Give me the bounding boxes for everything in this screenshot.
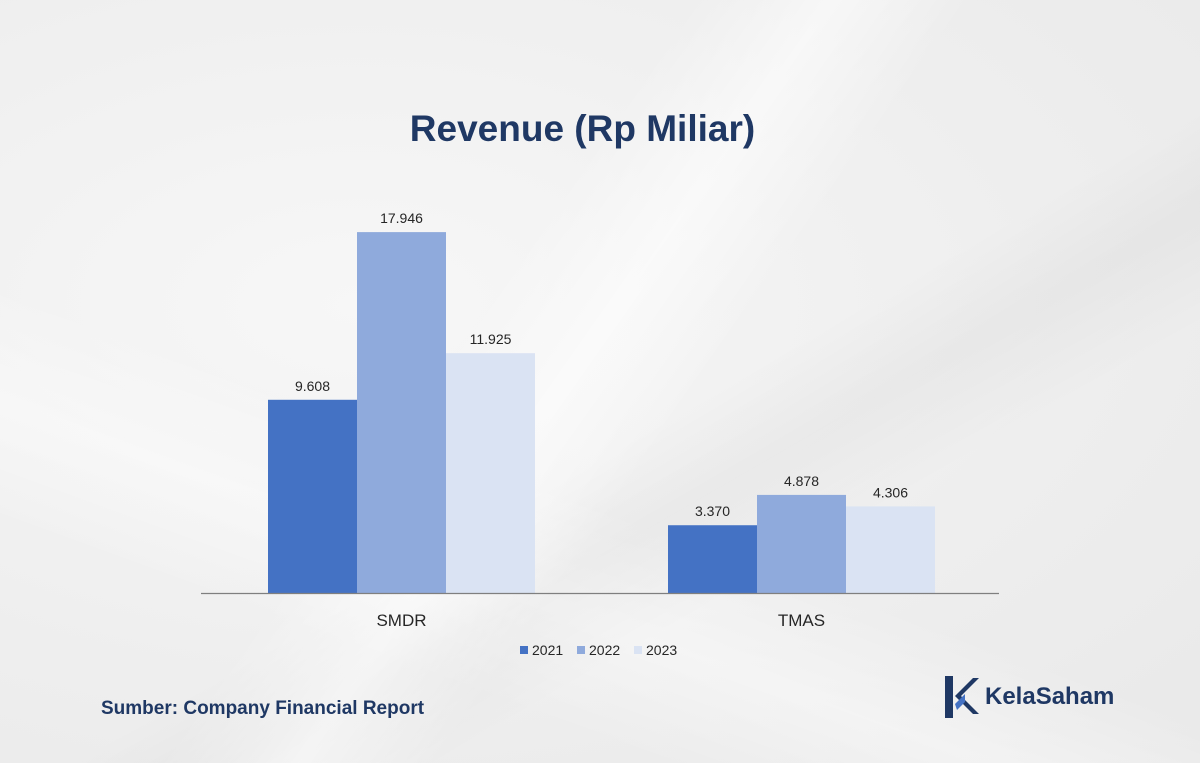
legend-label-2023: 2023 [646, 642, 677, 658]
data-label-tmas-2021: 3.370 [695, 503, 730, 519]
data-label-smdr-2021: 9.608 [295, 378, 330, 394]
data-label-smdr-2023: 11.925 [470, 331, 512, 347]
data-label-tmas-2023: 4.306 [873, 484, 908, 500]
category-label-smdr: SMDR [376, 611, 426, 630]
legend-swatch-2023 [634, 646, 642, 654]
brand-logo: KelaSaham [943, 674, 1114, 720]
bar-tmas-2021 [668, 525, 757, 593]
legend-label-2022: 2022 [589, 642, 620, 658]
legend-swatch-2022 [577, 646, 585, 654]
source-note: Sumber: Company Financial Report [101, 698, 425, 719]
bar-tmas-2023 [846, 506, 935, 593]
bar-smdr-2022 [357, 232, 446, 593]
data-label-tmas-2022: 4.878 [784, 473, 819, 489]
brand-name: KelaSaham [985, 683, 1115, 710]
bar-smdr-2021 [268, 399, 357, 593]
legend-swatch-2021 [520, 646, 528, 654]
data-label-smdr-2022: 17.946 [380, 210, 423, 226]
kelasaham-logo-icon [945, 676, 979, 718]
category-label-tmas: TMAS [778, 611, 825, 630]
bar-smdr-2023 [446, 353, 535, 593]
bar-tmas-2022 [757, 494, 846, 593]
chart-title: Revenue (Rp Miliar) [409, 108, 756, 149]
legend-label-2021: 2021 [532, 642, 563, 658]
